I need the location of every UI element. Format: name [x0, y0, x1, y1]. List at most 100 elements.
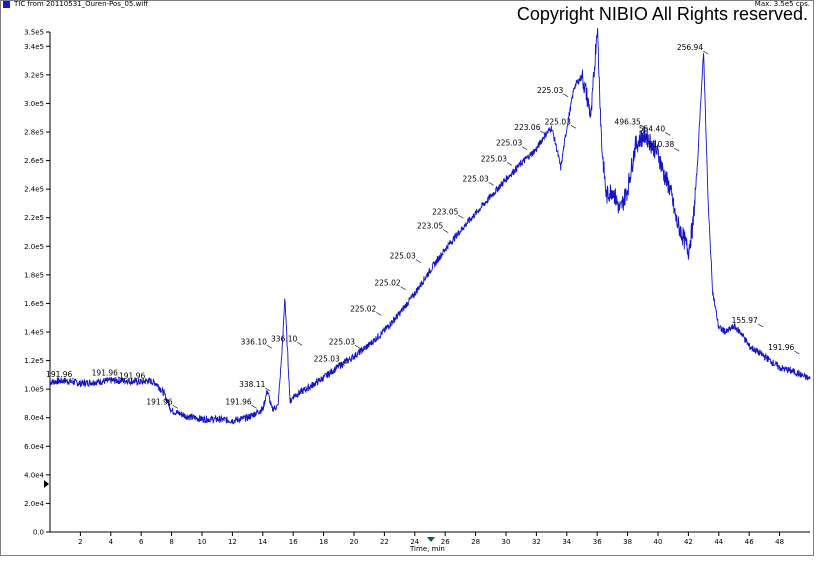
x-tick-label: 20: [350, 538, 359, 546]
y-tick-label: 1.4e5: [24, 329, 44, 337]
peak-label-leader: [443, 229, 449, 233]
peak-label-leader: [488, 182, 494, 186]
peak-label: 336.10: [271, 334, 297, 343]
peak-label: 191.96: [146, 397, 172, 406]
peak-label-leader: [640, 125, 646, 129]
y-tick-label: 6.0e4: [24, 443, 44, 451]
peak-label: 225.03: [537, 86, 563, 95]
peak-label-leader: [506, 162, 513, 166]
peak-label-leader: [251, 405, 257, 409]
x-tick-label: 36: [593, 538, 602, 546]
x-tick-label: 40: [654, 538, 663, 546]
x-tick-label: 34: [562, 538, 571, 546]
peak-label: 225.02: [374, 279, 400, 288]
peak-label-leader: [540, 130, 546, 135]
peak-label: 223.05: [417, 222, 443, 231]
x-tick-label: 30: [502, 538, 511, 546]
peak-label: 554.40: [639, 124, 665, 133]
peak-label: 191.96: [92, 369, 118, 378]
trace-color-swatch: [3, 1, 10, 8]
y-tick-label: 1.8e5: [24, 271, 44, 279]
y-tick-label: 2.0e5: [24, 243, 44, 251]
peak-labels: 191.96 191.96 191.96 191.96 191.96 338.11 336.…: [46, 43, 800, 409]
axes: 2 4 6 8 10 12 14 16 18 20 22 24 26 28 30 32 34 36 38 40 42 44…: [24, 29, 810, 546]
peak-label: 256.94: [677, 43, 703, 52]
peak-label: 191.96: [46, 370, 72, 379]
peak-label-leader: [458, 215, 464, 219]
y-tick-label: 1.2e5: [24, 357, 44, 365]
peak-label-leader: [265, 387, 271, 392]
x-tick-label: 42: [684, 538, 693, 546]
x-tick-label: 14: [258, 538, 267, 546]
x-tick-label: 12: [228, 538, 237, 546]
y-tick-label: 2.6e5: [24, 157, 44, 165]
x-tick-label: 16: [289, 538, 298, 546]
peak-label-leader: [570, 125, 577, 129]
x-tick-label: 46: [745, 538, 754, 546]
x-tick-label: 4: [109, 538, 114, 546]
tic-series-line: [49, 28, 811, 425]
x-tick-label: 6: [139, 538, 144, 546]
x-tick-label: 44: [714, 538, 723, 546]
y-tick-label: 0.0: [33, 529, 44, 537]
peak-label: 155.97: [732, 316, 758, 325]
peak-label: 225.03: [463, 174, 489, 183]
peak-label-leader: [339, 362, 345, 366]
peak-label-leader: [376, 312, 382, 316]
peak-label: 225.03: [314, 354, 340, 363]
x-axis-label: Time, min: [410, 545, 445, 553]
peak-label-leader: [674, 147, 680, 152]
x-tick-label: 48: [775, 538, 784, 546]
y-tick-label: 3.5e5: [24, 29, 44, 37]
peak-label-leader: [117, 376, 124, 380]
x-tick-label: 24: [410, 538, 419, 546]
y-tick-label: 2.8e5: [24, 129, 44, 137]
peak-label-leader: [415, 259, 421, 263]
peak-label-leader: [145, 379, 151, 383]
peak-label-leader: [354, 345, 361, 349]
peak-label-leader: [522, 146, 528, 150]
peak-label-leader: [72, 377, 78, 382]
x-tick-label: 8: [169, 538, 173, 546]
peak-label: 191.96: [768, 343, 794, 352]
y-tick-label: 8.0e4: [24, 414, 44, 422]
peak-label: 510.38: [648, 140, 674, 149]
peak-label-leader: [563, 93, 569, 98]
y-tick-label: 3.4e5: [24, 43, 44, 51]
peak-label-leader: [702, 50, 709, 55]
x-tick-label: 18: [319, 538, 328, 546]
x-tick-label: 32: [532, 538, 541, 546]
peak-label-leader: [794, 350, 800, 355]
y-tick-label: 1.0e5: [24, 386, 44, 394]
copyright-notice: Copyright NIBIO All Rights reserved.: [516, 4, 808, 24]
peak-label: 191.96: [225, 397, 251, 406]
y-tick-label: 1.6e5: [24, 300, 44, 308]
peak-label: 338.11: [239, 380, 265, 389]
x-tick-label: 38: [623, 538, 632, 546]
peak-label: 496.35: [615, 117, 641, 126]
x-tick-label: 2: [78, 538, 82, 546]
y-tick-label: 3.2e5: [24, 71, 44, 79]
peak-label-leader: [297, 342, 303, 346]
chart-frame: [0, 0, 814, 556]
chart-title: TIC from 20110531_Ouren-Pos_05.wiff: [14, 0, 149, 8]
peak-label: 225.03: [390, 252, 416, 261]
peak-label-leader: [664, 132, 671, 136]
y-tick-label: 2.2e5: [24, 214, 44, 222]
tic-trace: [49, 28, 811, 425]
x-tick-label: 26: [441, 538, 450, 546]
peak-label: 336.10: [241, 337, 267, 346]
x-tick-label: 10: [198, 538, 207, 546]
max-intensity-label: Max. 3.5e5 cps.: [754, 0, 810, 8]
peak-label-leader: [757, 323, 763, 328]
peak-label: 225.03: [481, 154, 507, 163]
x-tick-label: 28: [471, 538, 480, 546]
peak-label: 223.05: [432, 207, 458, 216]
peak-label-leader: [400, 286, 406, 290]
y-tick-label: 2.4e5: [24, 186, 44, 194]
y-tick-label: 3.0e5: [24, 100, 44, 108]
peak-label: 225.03: [545, 117, 571, 126]
peak-label: 225.03: [496, 139, 522, 148]
y-cursor-marker: [44, 480, 49, 488]
